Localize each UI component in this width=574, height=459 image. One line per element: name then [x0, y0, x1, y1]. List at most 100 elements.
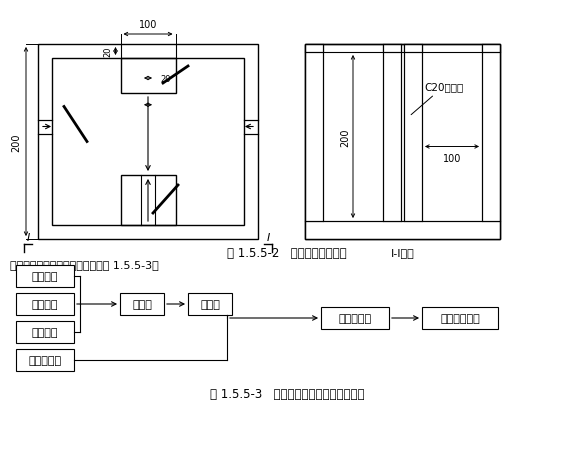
Point	[490, 102, 499, 110]
Point	[479, 229, 488, 236]
Text: 施工地面排水系统的水流走向见图 1.5.5-3。: 施工地面排水系统的水流走向见图 1.5.5-3。	[10, 259, 159, 269]
Point	[408, 135, 417, 143]
Point	[342, 229, 351, 236]
Bar	[38, 120, 52, 134]
Point	[483, 108, 492, 115]
Point	[383, 100, 393, 107]
Point	[371, 233, 381, 240]
Point	[487, 48, 497, 56]
Point	[413, 44, 422, 51]
Point	[303, 97, 312, 104]
Point	[438, 232, 447, 240]
Point	[409, 55, 418, 62]
Point	[310, 158, 319, 165]
Point	[442, 221, 451, 229]
Point	[311, 58, 320, 66]
Text: 20: 20	[103, 47, 113, 57]
Point	[391, 190, 401, 198]
Point	[312, 201, 321, 208]
Bar	[121, 45, 176, 59]
Point	[470, 224, 479, 232]
Point	[413, 198, 422, 205]
Point	[488, 101, 497, 109]
Point	[404, 224, 413, 231]
Point	[360, 226, 370, 234]
Text: 沉砂池: 沉砂池	[200, 299, 220, 309]
Point	[378, 226, 387, 233]
Point	[325, 226, 335, 234]
Point	[416, 233, 425, 240]
Point	[360, 226, 370, 233]
Bar	[52, 59, 244, 225]
Point	[385, 231, 394, 238]
Point	[386, 146, 395, 153]
Point	[405, 95, 414, 102]
Point	[314, 210, 323, 217]
Point	[410, 180, 420, 187]
Point	[316, 181, 325, 189]
Point	[389, 126, 398, 133]
Point	[489, 177, 498, 184]
Point	[316, 137, 325, 145]
Point	[357, 223, 366, 230]
Point	[387, 87, 396, 95]
Point	[463, 225, 472, 233]
Point	[486, 113, 495, 120]
Point	[368, 223, 377, 230]
Point	[480, 109, 490, 117]
Point	[490, 233, 499, 241]
Point	[382, 45, 391, 53]
Point	[390, 147, 400, 155]
Point	[311, 53, 320, 60]
Point	[377, 223, 386, 230]
Point	[464, 233, 474, 240]
Point	[490, 186, 499, 193]
Point	[410, 46, 420, 54]
Point	[302, 158, 312, 166]
Point	[483, 221, 492, 228]
Point	[315, 156, 324, 163]
Point	[315, 139, 324, 146]
Point	[480, 47, 489, 55]
Point	[382, 167, 391, 174]
Point	[395, 233, 404, 241]
Point	[386, 148, 395, 156]
Point	[319, 227, 328, 235]
Point	[307, 59, 316, 66]
Point	[490, 120, 499, 128]
Point	[371, 230, 380, 237]
Point	[320, 228, 329, 235]
Point	[312, 222, 321, 230]
Point	[493, 196, 502, 204]
Point	[409, 134, 418, 141]
Text: 20: 20	[160, 74, 170, 84]
Point	[385, 110, 394, 117]
Point	[412, 49, 421, 56]
Point	[307, 176, 316, 183]
Point	[389, 224, 398, 231]
Point	[402, 84, 411, 91]
Point	[409, 148, 418, 156]
Point	[435, 227, 444, 235]
Point	[381, 62, 390, 69]
Point	[312, 183, 321, 190]
Point	[315, 88, 324, 95]
Point	[408, 196, 417, 203]
Text: 100: 100	[139, 20, 157, 30]
Point	[406, 220, 416, 227]
Point	[398, 226, 408, 233]
Point	[447, 221, 456, 228]
Point	[461, 230, 470, 238]
Point	[333, 234, 342, 241]
Point	[492, 227, 502, 235]
Point	[456, 225, 466, 232]
Text: 基坑明水: 基坑明水	[32, 327, 58, 337]
Point	[488, 165, 498, 172]
Point	[323, 224, 332, 231]
Point	[429, 220, 438, 228]
Point	[364, 231, 373, 239]
Point	[308, 52, 317, 60]
Point	[443, 223, 452, 230]
Point	[402, 230, 411, 238]
Point	[412, 53, 421, 60]
